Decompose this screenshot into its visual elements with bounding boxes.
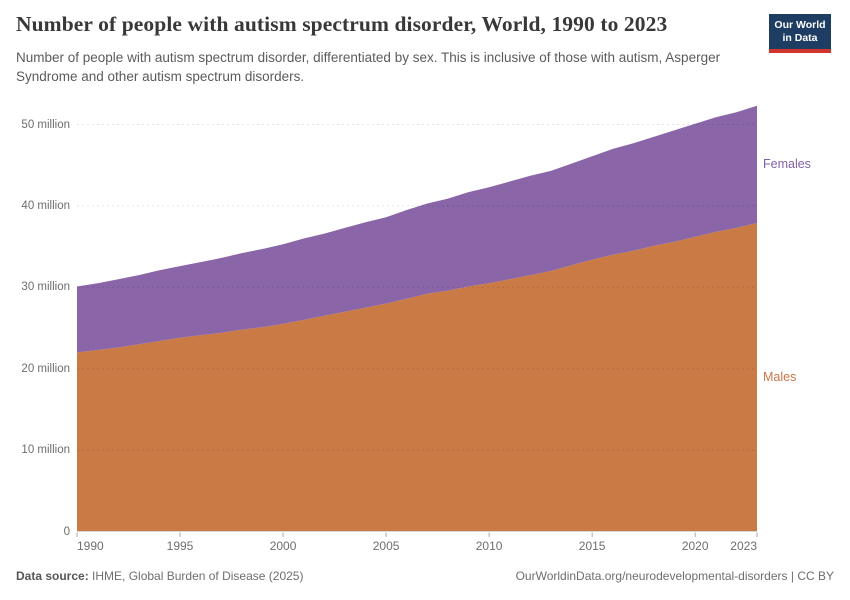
chart-subtitle: Number of people with autism spectrum di… [16,50,721,84]
data-source-value: IHME, Global Burden of Disease (2025) [88,569,304,583]
owid-logo-line1: Our World [774,19,826,31]
y-axis-label: 20 million [21,362,70,375]
owid-logo: Our World in Data [769,14,831,53]
footer-attribution: OurWorldinData.org/neurodevelopmental-di… [516,569,834,583]
chart-footer: Data source: IHME, Global Burden of Dise… [16,569,834,583]
x-axis-label: 2005 [372,539,400,553]
footer-separator: | [787,569,798,583]
y-axis-label: 30 million [21,281,70,294]
x-axis-label: 1995 [166,539,194,553]
data-source-label: Data source: [16,569,89,583]
y-axis-label: 10 million [21,444,70,457]
area-males [77,223,757,532]
y-axis-label: 40 million [21,199,70,212]
owid-logo-line2: in Data [782,32,818,44]
y-axis-label: 0 [63,525,70,538]
x-axis-label: 1990 [77,539,104,553]
chart-title: Number of people with autism spectrum di… [16,12,668,36]
x-axis-label: 2015 [578,539,606,553]
x-axis-label: 2023 [730,539,757,553]
footer-link: OurWorldinData.org/neurodevelopmental-di… [515,569,788,583]
x-axis-label: 2000 [269,539,297,553]
footer-license: CC BY [797,569,834,583]
x-axis-label: 2020 [681,539,709,553]
data-source-note: Data source: IHME, Global Burden of Dise… [16,569,303,583]
x-axis-label: 2010 [475,539,503,553]
series-label-males: Males [763,370,797,385]
area-females [77,105,757,353]
series-label-females: Females [763,157,811,172]
y-axis-label: 50 million [21,118,70,131]
